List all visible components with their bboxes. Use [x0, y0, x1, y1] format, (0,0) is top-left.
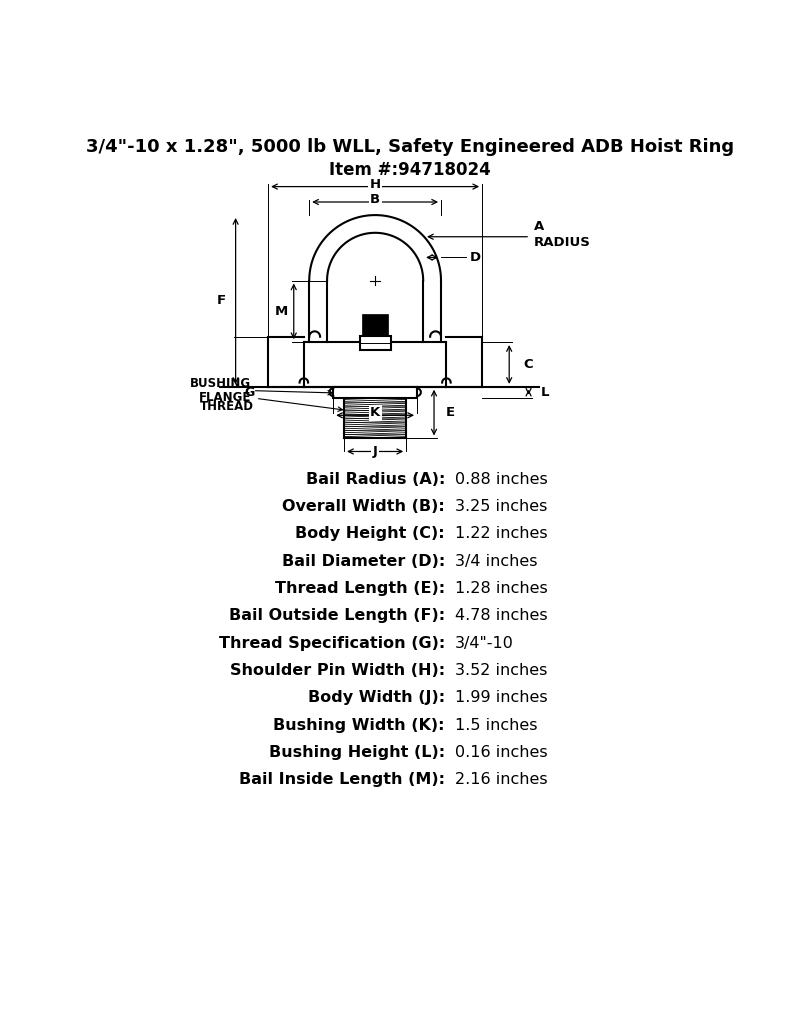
- Text: Shoulder Pin Width (H):: Shoulder Pin Width (H):: [230, 663, 445, 678]
- Text: RADIUS: RADIUS: [534, 236, 591, 249]
- Text: 3/4"-10: 3/4"-10: [455, 636, 514, 650]
- Text: Bushing Width (K):: Bushing Width (K):: [274, 717, 445, 733]
- Text: Body Height (C):: Body Height (C):: [295, 526, 445, 542]
- Text: G: G: [244, 386, 254, 398]
- Text: D: D: [470, 251, 481, 264]
- Text: 0.88 inches: 0.88 inches: [455, 471, 548, 487]
- Text: M: M: [274, 305, 288, 318]
- Text: 3.52 inches: 3.52 inches: [455, 663, 547, 678]
- Text: BUSHING: BUSHING: [190, 377, 251, 390]
- Bar: [362, 314, 388, 336]
- Bar: [334, 387, 417, 397]
- Text: A: A: [534, 220, 544, 234]
- Text: Overall Width (B):: Overall Width (B):: [282, 499, 445, 514]
- Text: E: E: [446, 406, 454, 419]
- Text: 1.99 inches: 1.99 inches: [455, 691, 547, 705]
- Text: F: F: [217, 295, 226, 308]
- Text: 1.28 inches: 1.28 inches: [455, 581, 548, 596]
- Text: 4.78 inches: 4.78 inches: [455, 609, 547, 624]
- Text: Thread Specification (G):: Thread Specification (G):: [218, 636, 445, 650]
- Text: 1.22 inches: 1.22 inches: [455, 526, 547, 542]
- Text: Item #:94718024: Item #:94718024: [329, 162, 491, 179]
- Text: Bail Outside Length (F):: Bail Outside Length (F):: [229, 609, 445, 624]
- Text: J: J: [373, 445, 378, 458]
- Text: THREAD: THREAD: [200, 399, 254, 412]
- Text: 0.16 inches: 0.16 inches: [455, 745, 547, 760]
- Text: 3/4"-10 x 1.28", 5000 lb WLL, Safety Engineered ADB Hoist Ring: 3/4"-10 x 1.28", 5000 lb WLL, Safety Eng…: [86, 138, 734, 156]
- Text: B: B: [370, 193, 380, 206]
- Text: Thread Length (E):: Thread Length (E):: [274, 581, 445, 596]
- Text: Bail Inside Length (M):: Bail Inside Length (M):: [239, 772, 445, 787]
- Text: Body Width (J):: Body Width (J):: [308, 691, 445, 705]
- Text: Bail Radius (A):: Bail Radius (A):: [306, 471, 445, 487]
- Text: 3/4 inches: 3/4 inches: [455, 554, 538, 569]
- Text: L: L: [541, 386, 550, 398]
- Text: 2.16 inches: 2.16 inches: [455, 772, 547, 787]
- Text: K: K: [370, 406, 380, 420]
- Text: Bail Diameter (D):: Bail Diameter (D):: [282, 554, 445, 569]
- Text: FLANGE: FLANGE: [198, 391, 251, 404]
- Text: 1.5 inches: 1.5 inches: [455, 717, 538, 733]
- Text: Bushing Height (L):: Bushing Height (L):: [269, 745, 445, 760]
- Text: C: C: [523, 358, 533, 371]
- Bar: [360, 336, 390, 350]
- Text: H: H: [370, 178, 381, 191]
- Text: 3.25 inches: 3.25 inches: [455, 499, 547, 514]
